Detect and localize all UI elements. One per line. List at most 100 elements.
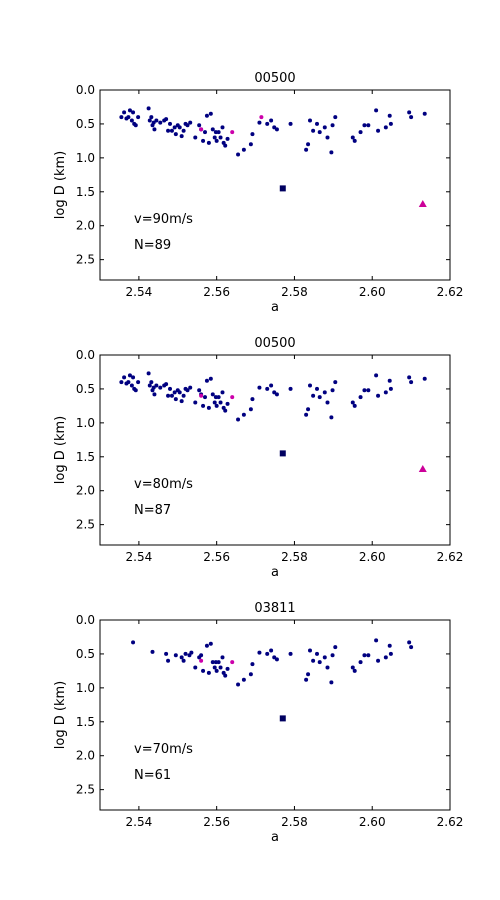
panels: 00500 2.54 2.56 2.58 2.60 2.62 0.0 0.5 1.0 1.5 2.0… <box>53 71 463 845</box>
member-point <box>131 110 136 115</box>
y-tick-label: 2.0 <box>76 219 95 233</box>
member-point <box>374 638 379 643</box>
y-tick-label: 2.5 <box>76 253 95 267</box>
member-point <box>214 138 219 143</box>
member-point <box>409 115 414 120</box>
member-point <box>220 125 225 130</box>
member-point <box>376 128 381 133</box>
member-point <box>220 390 225 395</box>
member-point <box>212 135 217 140</box>
member-point <box>257 120 262 125</box>
member-point <box>241 147 246 152</box>
member-point <box>333 645 338 650</box>
member-point <box>197 388 202 393</box>
x-tick-label: 2.56 <box>203 815 230 829</box>
member-point <box>208 641 213 646</box>
member-point <box>169 128 174 133</box>
y-tick-label: 2.5 <box>76 783 95 797</box>
member-point <box>306 672 311 677</box>
member-point <box>181 658 186 663</box>
member-point <box>362 123 367 128</box>
member-point <box>146 371 151 376</box>
chart-panel: 00500 2.54 2.56 2.58 2.60 2.62 0.0 0.5 1.0 1.5 2.0… <box>53 71 463 315</box>
member-point <box>269 648 274 653</box>
member-point <box>218 135 223 140</box>
member-point <box>185 123 190 128</box>
member-point <box>272 125 277 130</box>
member-point <box>306 142 311 147</box>
member-point <box>164 382 169 387</box>
member-point <box>188 120 193 125</box>
y-tick-label: 0.5 <box>76 382 95 396</box>
chart-title: 03811 <box>254 601 295 616</box>
member-point <box>147 118 152 123</box>
x-tick-label: 2.56 <box>203 285 230 299</box>
member-point <box>422 111 427 116</box>
member-point <box>183 651 188 656</box>
member-point <box>181 128 186 133</box>
member-point <box>166 393 171 398</box>
member-point <box>218 400 223 405</box>
member-point <box>241 412 246 417</box>
member-point <box>199 653 204 658</box>
member-point <box>154 118 159 123</box>
member-point <box>136 115 141 120</box>
member-point <box>119 115 124 120</box>
member-point <box>383 125 388 130</box>
x-tick-label: 2.58 <box>281 550 308 564</box>
member-point <box>311 128 316 133</box>
highlight-point <box>199 127 204 132</box>
count-annotation: N=87 <box>134 503 171 518</box>
member-point <box>387 378 392 383</box>
member-point <box>317 660 322 665</box>
member-point <box>248 672 253 677</box>
member-point <box>189 650 194 655</box>
member-point <box>317 130 322 135</box>
y-tick-label: 1.5 <box>76 450 95 464</box>
member-point <box>311 658 316 663</box>
member-point <box>223 673 228 678</box>
member-point <box>236 682 241 687</box>
member-point <box>158 385 163 390</box>
x-axis-label: a <box>271 565 279 580</box>
member-point <box>173 132 178 137</box>
member-point <box>185 388 190 393</box>
count-annotation: N=61 <box>134 768 171 783</box>
member-point <box>164 651 169 656</box>
member-point <box>216 130 221 135</box>
member-point <box>168 386 172 391</box>
parent-marker <box>279 450 286 457</box>
member-point <box>152 392 157 397</box>
member-point <box>248 407 253 412</box>
chart-panel: 03811 2.54 2.56 2.58 2.60 2.62 0.0 0.5 1.0 1.5 2.0… <box>53 601 463 845</box>
member-point <box>179 655 184 660</box>
member-point <box>129 383 134 388</box>
member-point <box>250 397 255 402</box>
member-point <box>329 680 334 685</box>
member-point <box>288 386 293 391</box>
member-point <box>119 380 124 385</box>
member-point <box>131 375 136 380</box>
member-point <box>269 118 274 123</box>
y-tick-label: 0.0 <box>76 83 95 97</box>
y-tick-label: 0.0 <box>76 613 95 627</box>
y-axis-label: log D (km) <box>53 151 68 219</box>
member-point <box>133 123 138 128</box>
member-point <box>204 113 209 118</box>
member-point <box>133 388 138 393</box>
member-point <box>208 376 213 381</box>
y-tick-label: 0.5 <box>76 647 95 661</box>
member-point <box>376 658 381 663</box>
member-point <box>225 136 230 141</box>
member-point <box>352 668 357 673</box>
member-point <box>127 108 132 113</box>
member-point <box>206 405 211 410</box>
parent-marker <box>279 185 286 192</box>
member-point <box>204 643 209 648</box>
member-point <box>374 108 379 113</box>
plot-frame <box>99 354 451 546</box>
member-point <box>330 653 335 658</box>
member-point <box>288 651 293 656</box>
member-point <box>308 118 312 123</box>
